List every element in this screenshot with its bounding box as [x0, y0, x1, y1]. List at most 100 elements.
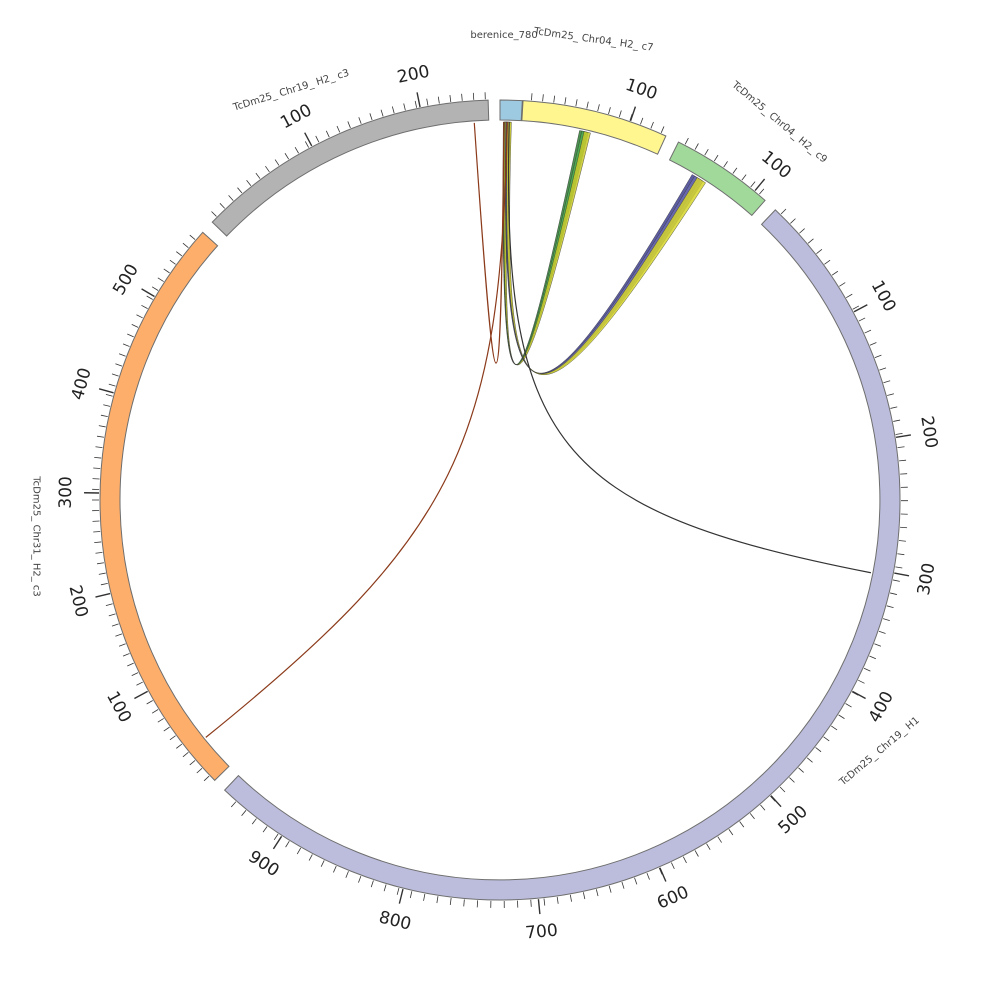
minor-tick	[713, 154, 719, 162]
minor-tick	[717, 836, 722, 843]
ideogram-chr04_c9	[668, 141, 766, 217]
minor-tick	[118, 353, 126, 357]
major-tick	[272, 835, 283, 850]
minor-tick	[895, 566, 903, 569]
major-tick	[98, 388, 114, 394]
minor-tick	[531, 93, 533, 101]
tick-label: 100	[757, 147, 795, 183]
minor-tick	[869, 342, 877, 346]
tick-label: 100	[277, 100, 315, 133]
minor-tick	[723, 161, 728, 168]
minor-tick	[646, 872, 650, 880]
minor-tick	[169, 735, 176, 741]
tick-label: 200	[64, 583, 91, 619]
minor-tick	[182, 242, 189, 248]
minor-tick	[898, 540, 906, 542]
minor-tick	[879, 367, 887, 371]
minor-tick	[284, 153, 290, 160]
minor-tick	[98, 572, 106, 575]
minor-tick	[897, 446, 905, 449]
minor-tick	[634, 877, 638, 885]
minor-tick	[122, 343, 130, 347]
minor-tick	[831, 725, 838, 731]
minor-tick	[449, 95, 452, 103]
minor-tick	[255, 172, 261, 179]
minor-tick	[807, 238, 814, 244]
minor-tick	[273, 833, 279, 841]
minor-tick	[436, 896, 439, 904]
minor-tick	[146, 700, 153, 705]
minor-tick	[759, 188, 765, 195]
minor-tick	[345, 871, 349, 878]
minor-tick	[136, 681, 143, 686]
segment-label: TcDm25_ Chr04_ H2_ c7	[532, 26, 654, 54]
minor-tick	[105, 603, 113, 606]
minor-tick	[889, 592, 897, 595]
minor-tick	[582, 892, 586, 900]
minor-tick	[383, 884, 387, 892]
minor-tick	[115, 363, 123, 367]
minor-tick	[146, 295, 153, 300]
minor-tick	[660, 126, 665, 133]
minor-tick	[380, 109, 384, 117]
tick-label: 100	[867, 277, 900, 315]
major-tick	[416, 92, 421, 108]
minor-tick	[824, 259, 831, 265]
link-line	[205, 122, 508, 738]
tick-label: 400	[68, 366, 96, 403]
minor-tick	[426, 98, 429, 106]
minor-tick	[887, 393, 895, 396]
minor-tick	[294, 146, 299, 154]
minor-tick	[251, 818, 257, 825]
minor-tick	[806, 757, 813, 763]
major-tick	[95, 592, 111, 598]
ideogram-chr31_c3	[99, 231, 230, 782]
minor-tick	[650, 121, 654, 129]
minor-tick	[569, 894, 572, 902]
minor-tick	[463, 899, 465, 907]
segment-label: TcDm25_ Chr31_ H2_ c3	[30, 475, 41, 597]
minor-tick	[658, 867, 663, 875]
major-tick	[398, 888, 404, 904]
link-ribbon	[503, 121, 589, 366]
minor-tick	[94, 541, 102, 544]
minor-tick	[176, 743, 183, 749]
minor-tick	[684, 137, 689, 145]
minor-tick	[262, 826, 268, 833]
minor-tick	[886, 605, 894, 609]
minor-tick	[618, 110, 622, 118]
minor-tick	[608, 885, 612, 893]
minor-tick	[163, 268, 170, 274]
minor-tick	[315, 135, 320, 143]
major-tick	[894, 572, 910, 577]
minor-tick	[391, 106, 395, 114]
minor-tick	[750, 181, 756, 188]
segment-label: TcDm25_ Chr04_ H2_ c9	[729, 79, 829, 166]
minor-tick	[96, 435, 104, 438]
minor-tick	[103, 404, 111, 407]
minor-tick	[265, 165, 270, 173]
minor-tick	[852, 305, 860, 310]
minor-tick	[127, 333, 134, 338]
tick-label: 500	[109, 261, 143, 299]
minor-tick	[241, 810, 247, 816]
minor-tick	[196, 768, 203, 774]
minor-tick	[858, 317, 866, 322]
minor-tick	[219, 203, 226, 209]
minor-tick	[839, 282, 846, 287]
major-tick	[770, 795, 782, 808]
minor-tick	[93, 531, 101, 533]
minor-tick	[308, 854, 313, 861]
major-tick	[537, 899, 541, 915]
ideogram-chr19_h1	[223, 209, 901, 901]
minor-tick	[564, 97, 567, 105]
minor-tick	[893, 419, 901, 422]
minor-tick	[141, 304, 148, 310]
tick-layer: 100 100 100 200 300 400 500 600 700 800 900 100 200 3…	[56, 62, 941, 944]
minor-tick	[176, 251, 183, 257]
minor-tick	[228, 195, 234, 201]
minor-tick	[285, 840, 290, 848]
tick-label: 700	[524, 920, 558, 943]
minor-tick	[157, 277, 164, 282]
